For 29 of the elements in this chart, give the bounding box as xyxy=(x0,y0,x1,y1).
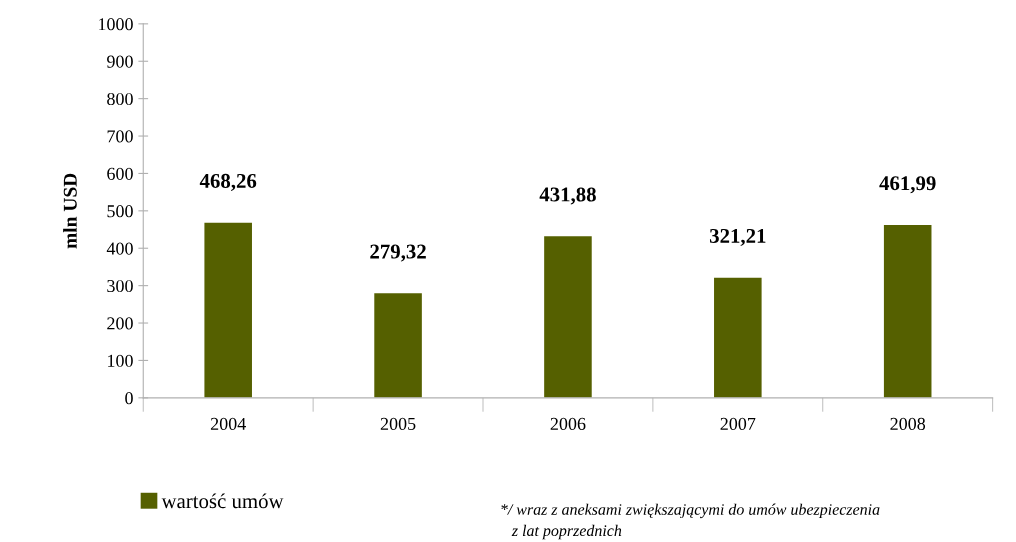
bar xyxy=(374,293,422,398)
text: 279,32 xyxy=(370,244,426,262)
y-tick-label: 400 xyxy=(106,242,133,255)
text: 321,21 xyxy=(709,228,766,246)
x-tick-label: 2008 xyxy=(890,417,926,430)
y-tick-label: 600 xyxy=(107,167,133,180)
y-tick-label: 900 xyxy=(107,55,133,68)
y-axis-title: mln USD xyxy=(63,173,77,249)
text: 461,99 xyxy=(879,176,936,194)
bar xyxy=(544,236,592,398)
x-tick-label: 2005 xyxy=(380,417,416,430)
bar xyxy=(204,222,252,398)
text: 468,26 xyxy=(199,173,257,191)
text: 431,88 xyxy=(539,187,596,205)
legend-label: wartość umów xyxy=(161,493,284,509)
x-tick-label: 2006 xyxy=(550,417,586,430)
y-tick-label: 1000 xyxy=(99,18,133,31)
y-tick-label: 200 xyxy=(107,317,133,330)
x-tick-label: 2007 xyxy=(720,417,756,430)
y-tick-label: 500 xyxy=(107,205,133,218)
y-tick-label: 300 xyxy=(107,279,133,293)
y-tick-label: 0 xyxy=(125,392,133,405)
y-tick-label: 700 xyxy=(107,130,133,143)
bar xyxy=(883,225,932,398)
text: */ wraz z aneksami zwiększającymi do umów ubezpieczenia z lat poprzednich xyxy=(501,503,880,540)
y-tick-label: 100 xyxy=(108,354,133,367)
y-tick-label: 800 xyxy=(107,92,133,106)
bar xyxy=(714,277,762,398)
x-tick-label: 2004 xyxy=(210,417,246,430)
